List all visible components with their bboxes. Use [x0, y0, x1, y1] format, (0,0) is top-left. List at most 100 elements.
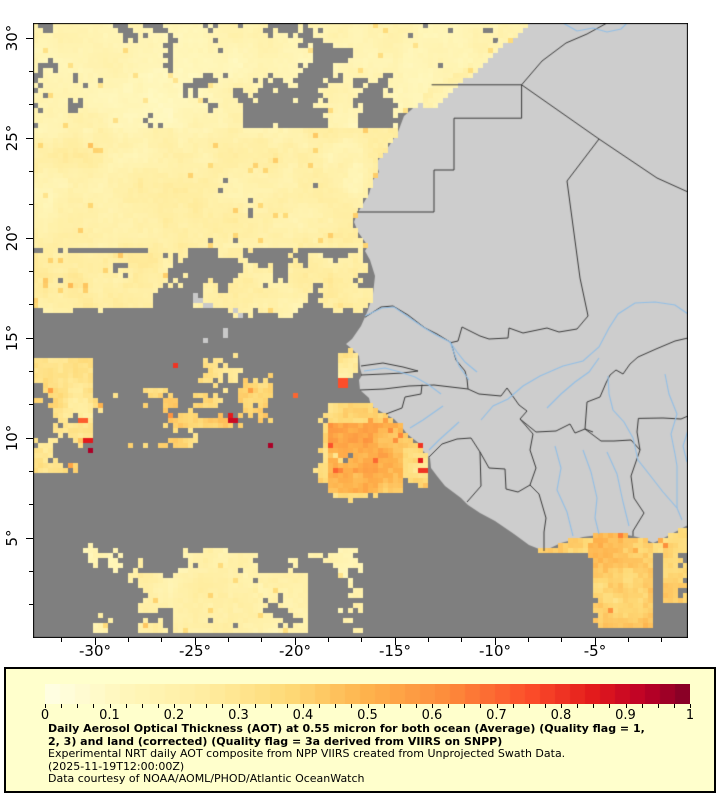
colorbar-tick	[496, 704, 498, 708]
colorbar-tick	[351, 704, 353, 708]
colorbar-tick	[432, 704, 433, 708]
x-axis-label: -30°	[79, 642, 111, 660]
colorbar-tick	[270, 704, 272, 708]
colorbar-tick	[383, 704, 385, 708]
colorbar-tick-label: 0.7	[486, 708, 507, 723]
colorbar-tick	[319, 704, 321, 708]
y-axis-minor-tick	[29, 504, 33, 506]
x-axis-minor-tick	[494, 638, 496, 642]
colorbar-tick	[174, 704, 175, 708]
colorbar	[45, 684, 690, 704]
colorbar-tick	[77, 704, 79, 708]
colorbar-tick	[125, 704, 127, 708]
colorbar-tick	[544, 704, 546, 708]
x-axis-label: -20°	[279, 642, 311, 660]
colorbar-tick	[93, 704, 95, 708]
legend-panel: 0 0.1 0.2 0.3 0.4 0.5 0.6 0.7 0.8 0.9 1 Daily Aero…	[4, 667, 716, 793]
y-axis-label: 25°	[3, 124, 21, 152]
x-axis-minor-tick	[627, 638, 629, 642]
x-axis-minor-tick	[461, 638, 463, 642]
x-axis-label: -15°	[379, 642, 411, 660]
colorbar-tick	[141, 704, 143, 708]
colorbar-tick-label: 0.8	[550, 708, 572, 723]
x-axis-minor-tick	[227, 638, 229, 642]
y-axis-minor-tick	[29, 70, 33, 72]
colorbar-tick-label: 0.1	[99, 708, 120, 723]
colorbar-tick-label: 0.4	[292, 708, 314, 723]
colorbar-tick-label: 0.2	[163, 708, 185, 723]
colorbar-tick	[593, 704, 595, 708]
x-axis-minor-tick	[361, 638, 363, 642]
colorbar-tick	[109, 704, 111, 708]
x-axis-minor-tick	[661, 638, 663, 642]
x-axis-label: -5°	[583, 642, 607, 660]
colorbar-tick-label: 0.5	[357, 708, 378, 723]
y-axis-minor-tick	[29, 570, 33, 572]
y-axis-label: 15°	[3, 324, 21, 352]
colorbar-tick	[222, 704, 224, 708]
colorbar-tick	[367, 704, 369, 708]
x-axis-minor-tick	[327, 638, 329, 642]
colorbar-tick	[625, 704, 627, 708]
colorbar-tick	[335, 704, 337, 708]
x-axis-minor-tick	[294, 638, 296, 642]
caption-timestamp: (2025-11-19T12:00:00Z)	[48, 759, 185, 773]
colorbar-tick	[657, 704, 659, 708]
caption: Daily Aerosol Optical Thickness (AOT) at…	[48, 722, 688, 786]
y-axis-minor-tick	[29, 104, 33, 106]
x-axis-major-tick	[94, 638, 96, 645]
y-axis-minor-tick	[29, 470, 33, 472]
x-axis-minor-tick	[527, 638, 529, 642]
colorbar-tick-label: 0.9	[615, 708, 636, 723]
y-axis-minor-tick	[29, 604, 33, 606]
colorbar-tick	[303, 704, 304, 708]
y-axis-minor-tick	[29, 137, 33, 139]
x-axis-minor-tick	[161, 638, 163, 642]
colorbar-tick	[399, 704, 401, 708]
colorbar-tick	[286, 704, 288, 708]
colorbar-tick	[609, 704, 611, 708]
x-axis-label: -25°	[179, 642, 211, 660]
y-axis-minor-tick	[29, 337, 33, 339]
x-axis-minor-tick	[594, 638, 596, 642]
y-axis-minor-tick	[29, 404, 33, 406]
colorbar-tick-label: 0	[40, 708, 50, 723]
colorbar-tick	[690, 704, 691, 708]
caption-title-line2: 2, 3) and land (corrected) (Quality flag…	[48, 734, 503, 748]
caption-description: Experimental NRT daily AOT composite fro…	[48, 747, 566, 760]
colorbar-tick	[206, 704, 208, 708]
x-axis-minor-tick	[61, 638, 63, 642]
colorbar-tick	[45, 704, 46, 708]
map-canvas	[33, 23, 688, 638]
colorbar-tick	[190, 704, 192, 708]
caption-credit: Data courtesy of NOAA/AOML/PHOD/Atlantic…	[48, 772, 365, 785]
colorbar-tick	[448, 704, 450, 708]
y-axis-label: 30°	[3, 24, 21, 52]
colorbar-tick	[512, 704, 514, 708]
colorbar-tick-label: 1	[685, 708, 695, 723]
y-axis-minor-tick	[29, 204, 33, 206]
y-axis-minor-tick	[29, 170, 33, 172]
x-axis-minor-tick	[394, 638, 396, 642]
y-axis-minor-tick	[29, 304, 33, 306]
x-axis-label: -10°	[479, 642, 511, 660]
y-axis-minor-tick	[29, 437, 33, 439]
colorbar-tick-label: 0.3	[228, 708, 249, 723]
colorbar-tick	[673, 704, 675, 708]
colorbar-tick-label: 0.6	[421, 708, 443, 723]
colorbar-tick	[254, 704, 256, 708]
colorbar-tick	[464, 704, 466, 708]
x-axis-minor-tick	[427, 638, 429, 642]
colorbar-tick	[415, 704, 417, 708]
x-axis-minor-tick	[561, 638, 563, 642]
y-axis-label: 5°	[3, 529, 21, 547]
x-axis-minor-tick	[261, 638, 263, 642]
y-axis-minor-tick	[29, 237, 33, 239]
y-axis-label: 10°	[3, 424, 21, 452]
y-axis-label: 20°	[3, 224, 21, 252]
y-axis-major-tick	[26, 37, 33, 39]
colorbar-tick	[238, 704, 240, 708]
y-axis-minor-tick	[29, 270, 33, 272]
colorbar-tick	[480, 704, 482, 708]
colorbar-tick	[561, 704, 562, 708]
